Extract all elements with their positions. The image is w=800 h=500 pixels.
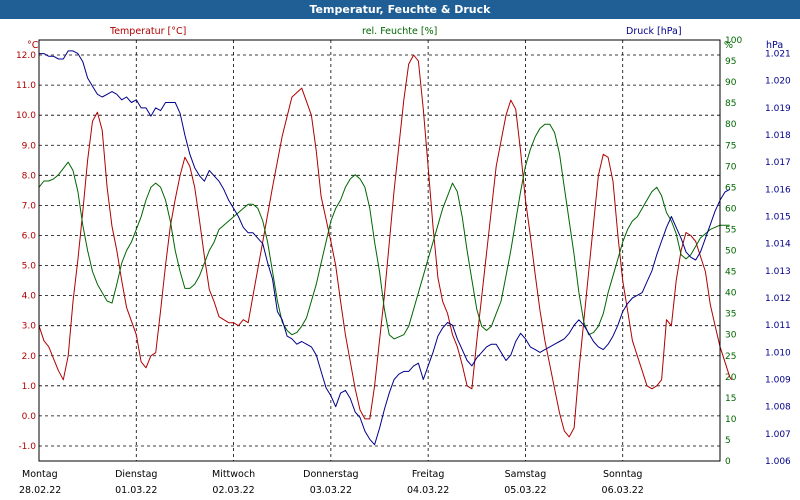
humidity-tick-label: 75 [725, 141, 736, 151]
pressure-tick-label: 1.011 [765, 321, 791, 331]
pressure-tick-label: 1.020 [765, 77, 791, 87]
temperature-tick-label: 9.0 [22, 141, 37, 151]
humidity-tick-label: 0 [725, 457, 731, 467]
temperature-tick-label: 12.0 [16, 51, 36, 61]
humidity-tick-label: 65 [725, 183, 736, 193]
temperature-tick-label: 4.0 [22, 292, 37, 302]
humidity-tick-label: 85 [725, 99, 736, 109]
legend-pressure: Druck [hPa] [626, 26, 682, 37]
day-date-label: 01.03.22 [115, 485, 157, 496]
pressure-tick-label: 1.013 [765, 267, 791, 277]
day-weekday-label: Dienstag [115, 469, 157, 480]
series [38, 50, 733, 446]
pressure-tick-label: 1.009 [765, 376, 791, 386]
humidity-series-line [38, 123, 730, 340]
pressure-tick-label: 1.017 [765, 158, 791, 168]
temperature-tick-label: 7.0 [22, 201, 37, 211]
humidity-tick-label: 95 [725, 57, 736, 67]
day-weekday-label: Sonntag [603, 469, 642, 480]
humidity-tick-label: 60 [725, 204, 737, 214]
chart-background [0, 19, 800, 500]
pressure-tick-label: 1.012 [765, 294, 791, 304]
pressure-tick-label: 1.014 [765, 240, 791, 250]
day-date-label: 06.03.22 [602, 485, 644, 496]
humidity-tick-label: 40 [725, 289, 737, 299]
chart-title: Temperatur, Feuchte & Druck [0, 0, 800, 19]
temperature-tick-label: 3.0 [22, 322, 37, 332]
day-date-label: 04.03.22 [407, 485, 449, 496]
grid [39, 40, 720, 461]
humidity-tick-label: 25 [725, 352, 736, 362]
day-date-label: 05.03.22 [504, 485, 546, 496]
pressure-tick-label: 1.010 [765, 348, 791, 358]
day-weekday-label: Mittwoch [212, 469, 255, 480]
temperature-tick-label: 1.0 [22, 382, 37, 392]
humidity-tick-label: 70 [725, 162, 737, 172]
temperature-tick-label: 6.0 [22, 231, 37, 241]
humidity-tick-label: 80 [725, 120, 737, 130]
temperature-tick-label: -1.0 [18, 442, 36, 452]
day-weekday-label: Montag [22, 469, 58, 480]
legend-temperature: Temperatur [°C] [109, 26, 186, 37]
pressure-tick-label: 1.006 [765, 457, 791, 467]
pressure-tick-label: 1.021 [765, 50, 791, 60]
pressure-series-line [39, 50, 730, 446]
humidity-tick-label: 10 [725, 415, 737, 425]
pressure-tick-label: 1.008 [765, 403, 791, 413]
day-date-label: 02.03.22 [212, 485, 254, 496]
humidity-tick-label: 100 [725, 36, 742, 46]
temperature-tick-label: 2.0 [22, 352, 37, 362]
day-weekday-label: Freitag [412, 469, 445, 480]
day-weekday-label: Donnerstag [303, 469, 358, 480]
day-date-label: 28.02.22 [19, 485, 61, 496]
humidity-tick-label: 90 [725, 78, 737, 88]
day-weekday-label: Samstag [505, 469, 547, 480]
pressure-tick-label: 1.015 [765, 213, 791, 223]
pressure-tick-label: 1.016 [765, 185, 791, 195]
pressure-tick-label: 1.019 [765, 104, 791, 114]
humidity-tick-label: 45 [725, 268, 736, 278]
day-date-label: 03.03.22 [310, 485, 352, 496]
plot-frame [38, 39, 721, 462]
humidity-unit-label: % [724, 40, 733, 51]
humidity-tick-label: 50 [725, 247, 737, 257]
temperature-tick-label: 10.0 [16, 111, 36, 121]
humidity-tick-label: 15 [725, 394, 736, 404]
pressure-unit-label: hPa [766, 40, 783, 51]
temperature-tick-label: 8.0 [22, 171, 37, 181]
temperature-tick-label: 5.0 [22, 262, 37, 272]
humidity-tick-label: 55 [725, 225, 736, 235]
temperature-tick-label: 11.0 [16, 81, 36, 91]
legend-humidity: rel. Feuchte [%] [362, 26, 437, 37]
humidity-tick-label: 35 [725, 310, 736, 320]
temperature-series-line [38, 54, 733, 438]
temperature-tick-label: 0.0 [22, 412, 37, 422]
axis-ticks: 12.011.010.09.08.07.06.05.04.03.02.01.00… [16, 36, 791, 467]
humidity-tick-label: 5 [725, 436, 731, 446]
x-axis-day-labels: Montag 28.02.22 Dienstag 01.03.22 Mittwoch 02… [19, 469, 644, 496]
pressure-tick-label: 1.018 [765, 131, 791, 141]
humidity-tick-label: 30 [725, 331, 737, 341]
pressure-tick-label: 1.007 [765, 430, 791, 440]
temperature-unit-label: °C [27, 40, 39, 51]
